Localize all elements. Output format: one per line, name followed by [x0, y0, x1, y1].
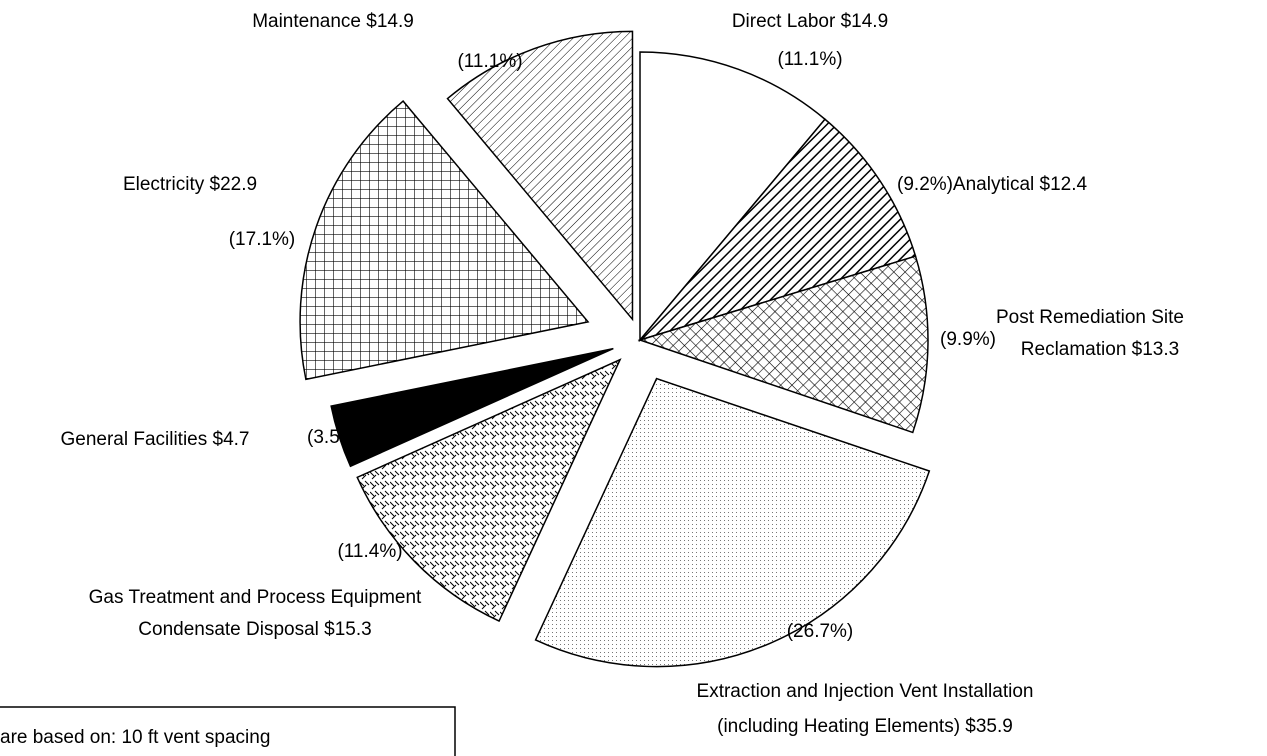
pie-slice	[356, 358, 622, 623]
value-label: (11.4%)	[337, 541, 402, 562]
slice-label: Analytical $12.4	[953, 174, 1088, 195]
value-label: (26.7%)	[787, 621, 854, 642]
slice-label: Post Remediation Site	[996, 307, 1184, 328]
slice-label: Direct Labor $14.9	[732, 11, 888, 32]
pie-slice	[639, 51, 827, 343]
value-label: (9.9%)	[940, 329, 996, 350]
value-label: (11.1%)	[777, 49, 842, 70]
pie-slice	[330, 347, 614, 468]
note-box	[0, 706, 456, 756]
pie-slice	[446, 30, 634, 322]
value-label: (3.5%)	[307, 427, 363, 448]
pie-slice	[637, 255, 929, 434]
slice-label: Electricity $22.9	[123, 174, 257, 195]
value-label: (9.2%)	[897, 174, 953, 195]
value-label: (17.1%)	[229, 229, 296, 250]
pie-slice	[299, 100, 590, 381]
slice-label: Maintenance $14.9	[252, 11, 414, 32]
note: are based on: 10 ft vent spacing	[0, 727, 270, 748]
slice-label: Condensate Disposal $15.3	[138, 619, 371, 640]
slice-label: Reclamation $13.3	[1021, 339, 1179, 360]
value-label: (11.1%)	[457, 51, 522, 72]
slice-label: Extraction and Injection Vent Installati…	[697, 681, 1034, 702]
slice-label: (including Heating Elements) $35.9	[717, 716, 1013, 737]
pie-slice	[534, 377, 931, 668]
pie-slice	[637, 118, 917, 342]
slice-label: General Facilities $4.7	[60, 429, 249, 450]
slice-label: Gas Treatment and Process Equipment	[89, 587, 422, 608]
